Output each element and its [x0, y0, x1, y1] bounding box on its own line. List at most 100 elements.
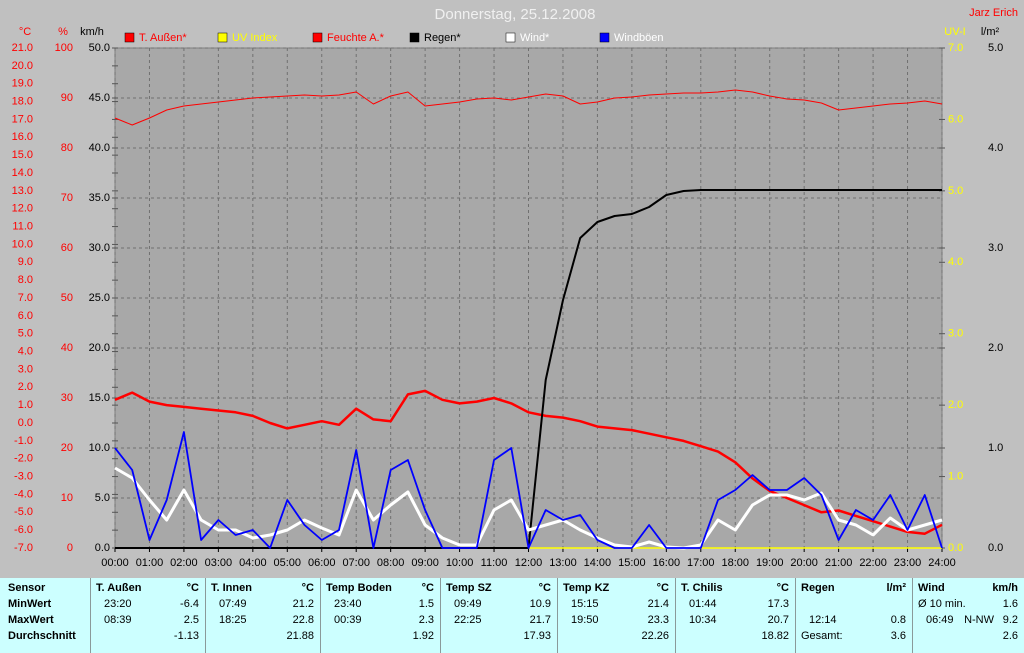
y-tick-label: 2.0 — [988, 342, 1003, 354]
legend-swatch — [217, 32, 228, 43]
y-tick-label: 60 — [61, 242, 73, 254]
x-tick-label: 09:00 — [411, 557, 439, 569]
chart: Donnerstag, 25.12.2008 Jarz Erich 00:00 0… — [12, 6, 1018, 569]
x-tick-label: 20:00 — [790, 557, 818, 569]
y-tick-label: 90 — [61, 92, 73, 104]
column-separator — [440, 578, 441, 653]
y-tick-label: 0.0 — [988, 542, 1003, 554]
y-tick-label: 1.0 — [988, 442, 1003, 454]
cell-time: 22:25 — [454, 614, 482, 626]
y-tick-label: 45.0 — [89, 92, 110, 104]
row-label: MinWert — [8, 598, 52, 610]
y-tick-label: 4.0 — [988, 142, 1003, 154]
cell-value: 17.93 — [523, 630, 551, 642]
column-unit: °C — [776, 582, 789, 594]
cell-time: 23:20 — [104, 598, 132, 610]
y-tick-label: 50 — [61, 292, 73, 304]
y-tick-label: 50.0 — [89, 42, 110, 54]
cell-time: 18:25 — [219, 614, 247, 626]
cell-value: 1.6 — [1002, 598, 1018, 610]
cell-time: 19:50 — [571, 614, 599, 626]
y-tick-label: 3.0 — [18, 363, 33, 375]
column-name: Temp Boden — [326, 582, 392, 594]
y-tick-label: 10.0 — [89, 442, 110, 454]
legend-swatch — [312, 32, 323, 43]
x-tick-label: 19:00 — [756, 557, 784, 569]
y-tick-label: 12.0 — [12, 203, 33, 215]
column-unit: °C — [301, 582, 314, 594]
y-tick-label: 19.0 — [12, 78, 33, 90]
x-tick-label: 03:00 — [205, 557, 233, 569]
y-tick-label: 16.0 — [12, 131, 33, 143]
x-tick-label: 14:00 — [584, 557, 612, 569]
y-tick-label: 3.0 — [988, 242, 1003, 254]
y-tick-label: 5.0 — [95, 492, 110, 504]
cell-note: Gesamt: — [801, 630, 843, 642]
legend-label: Regen* — [424, 32, 461, 44]
cell-value: 22.8 — [292, 614, 314, 626]
column-separator — [205, 578, 206, 653]
column-name: T. Innen — [211, 582, 252, 594]
y-tick-label: 5.0 — [18, 328, 33, 340]
x-tick-label: 04:00 — [239, 557, 267, 569]
y-tick-label: 15.0 — [12, 149, 33, 161]
y-tick-label: 21.0 — [12, 42, 33, 54]
cell-value: 10.9 — [529, 598, 551, 610]
y-tick-label: 7.0 — [18, 292, 33, 304]
y-tick-label: -5.0 — [14, 506, 33, 518]
y-tick-label: -4.0 — [14, 488, 33, 500]
y-tick-label: 8.0 — [18, 274, 33, 286]
cell-time: 09:49 — [454, 598, 482, 610]
axis-label: °C — [19, 26, 31, 38]
cell-value: 2.3 — [418, 614, 434, 626]
column-separator — [320, 578, 321, 653]
x-tick-label: 23:00 — [894, 557, 922, 569]
x-tick-label: 18:00 — [721, 557, 749, 569]
series-line — [114, 389, 943, 535]
y-tick-label: 80 — [61, 142, 73, 154]
cell-value: 17.3 — [767, 598, 789, 610]
y-tick-label: 0.0 — [95, 542, 110, 554]
legend-label: UV Index — [232, 32, 278, 44]
cell-time: 23:40 — [334, 598, 362, 610]
legend-label: Feuchte A.* — [327, 32, 385, 44]
cell-value: 22.26 — [641, 630, 669, 642]
cell-value: -1.13 — [173, 630, 199, 642]
legend-swatch — [505, 32, 516, 43]
table-header: Sensor — [8, 582, 46, 594]
y-tick-label: 6.0 — [18, 310, 33, 322]
y-tick-label: 40 — [61, 342, 73, 354]
row-label: MaxWert — [8, 614, 54, 626]
legend-label: Windböen — [614, 32, 664, 44]
x-tick-label: 05:00 — [274, 557, 302, 569]
y-tick-label: 2.0 — [18, 381, 33, 393]
series-line — [114, 89, 943, 126]
y-tick-label: 1.0 — [18, 399, 33, 411]
y-tick-label: 20.0 — [12, 60, 33, 72]
x-tick-label: 11:00 — [481, 557, 508, 569]
y-tick-label: 10.0 — [12, 238, 33, 250]
y-tick-label: -2.0 — [14, 453, 33, 465]
y-tick-label: 15.0 — [89, 392, 110, 404]
y-tick-label: 9.0 — [18, 256, 33, 268]
y-tick-label: 17.0 — [12, 113, 33, 125]
cell-value: 0.8 — [890, 614, 906, 626]
y-tick-label: 0.0 — [948, 542, 963, 554]
y-tick-label: 3.0 — [948, 328, 963, 340]
column-name: Wind — [918, 582, 945, 594]
y-tick-label: -3.0 — [14, 470, 33, 482]
cell-value: 23.3 — [647, 614, 669, 626]
legend-swatch — [124, 32, 135, 43]
cell-value: 21.2 — [292, 598, 314, 610]
cell-value: 2.5 — [183, 614, 199, 626]
cell-value: 21.7 — [529, 614, 551, 626]
y-tick-label: 40.0 — [89, 142, 110, 154]
column-name: Regen — [801, 582, 835, 594]
cell-time: 01:44 — [689, 598, 717, 610]
column-separator — [90, 578, 91, 653]
y-tick-label: -6.0 — [14, 524, 33, 536]
cell-time: 12:14 — [809, 614, 837, 626]
column-unit: l/m² — [886, 582, 906, 594]
x-tick-label: 07:00 — [342, 557, 370, 569]
cell-value: 1.92 — [412, 630, 434, 642]
